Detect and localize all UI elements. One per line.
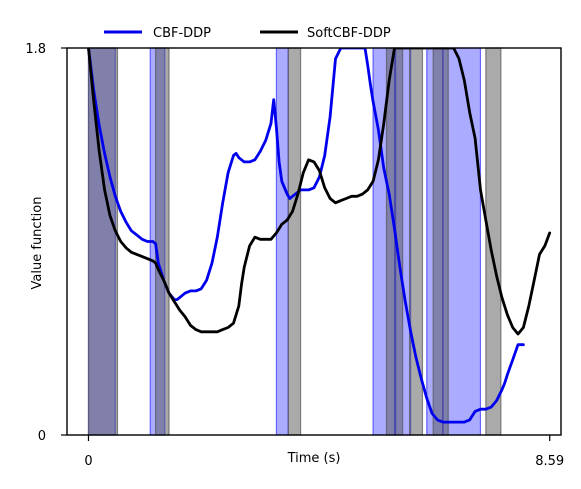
x-tick-label: 8.59 (535, 454, 564, 469)
y-tick-label: 1.8 (25, 42, 46, 57)
y-axis-label: Value function (30, 197, 45, 290)
shaded-band-softcbf-2 (154, 47, 170, 436)
y-tick-label: 0 (38, 429, 46, 444)
shaded-band-softcbf-7 (485, 47, 502, 436)
shaded-band-cbf-3 (275, 47, 289, 436)
shaded-bands (87, 47, 502, 436)
legend: CBF-DDP SoftCBF-DDP (104, 26, 391, 41)
x-axis-label: Time (s) (287, 451, 341, 466)
legend-label-softcbf-ddp: SoftCBF-DDP (307, 26, 391, 41)
shaded-band-softcbf-4 (385, 47, 404, 436)
series-line-softcbf-ddp (87, 48, 552, 336)
series-lines (87, 48, 552, 424)
shaded-band-softcbf-1 (87, 47, 119, 436)
shaded-band-softcbf-6 (432, 47, 449, 436)
legend-label-cbf-ddp: CBF-DDP (153, 26, 211, 41)
shaded-band-softcbf-3 (287, 47, 302, 436)
x-tick-label: 0 (84, 454, 92, 469)
plot-frame (66, 47, 562, 436)
axis-ticks: 0 8.59 0 1.8 (25, 42, 564, 469)
